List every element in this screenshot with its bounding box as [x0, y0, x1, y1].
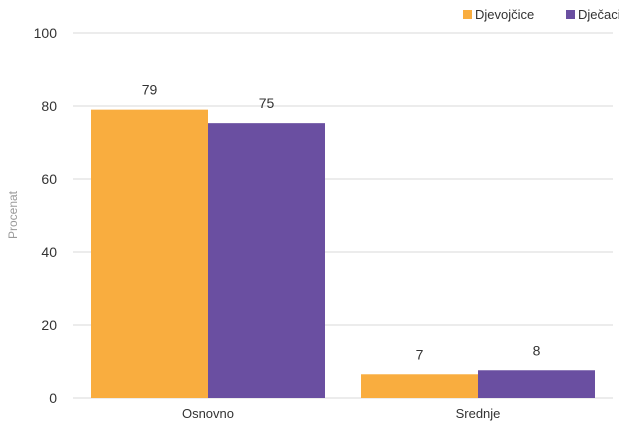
bar-osnovno-girls — [91, 109, 208, 399]
legend-swatch — [566, 10, 575, 19]
legend-label: Djevojčice — [475, 7, 534, 22]
y-axis-ticks: 0 20 40 60 80 100 — [34, 25, 58, 406]
data-labels: 79 75 7 8 — [142, 82, 541, 363]
x-tick-label: Osnovno — [182, 406, 234, 421]
legend-label: Dječaci — [578, 7, 619, 22]
bars — [91, 109, 595, 399]
data-label: 7 — [416, 346, 424, 362]
legend-swatch — [463, 10, 472, 19]
legend: Djevojčice Dječaci — [463, 7, 619, 22]
bar-srednje-girls — [361, 374, 478, 398]
y-axis-title: Procenat — [6, 190, 20, 239]
x-axis-ticks: Osnovno Srednje — [182, 406, 500, 421]
data-label: 79 — [142, 82, 158, 98]
bar-srednje-boys — [478, 370, 595, 398]
data-label: 75 — [259, 95, 275, 111]
bar-osnovno-boys — [208, 123, 325, 398]
data-label: 8 — [533, 342, 541, 358]
y-tick-label: 40 — [41, 244, 57, 260]
y-tick-label: 60 — [41, 171, 57, 187]
y-tick-label: 100 — [34, 25, 58, 41]
y-tick-label: 80 — [41, 98, 57, 114]
x-tick-label: Srednje — [456, 406, 501, 421]
y-tick-label: 20 — [41, 317, 57, 333]
y-tick-label: 0 — [49, 390, 57, 406]
